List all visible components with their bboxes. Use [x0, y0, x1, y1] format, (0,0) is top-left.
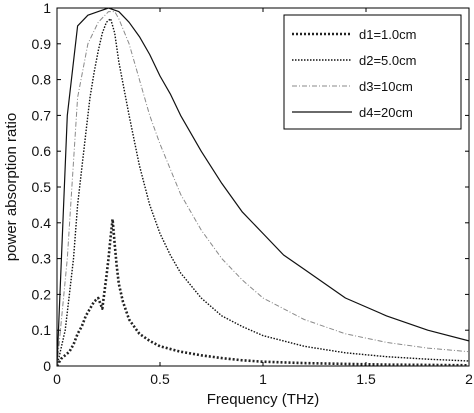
series-line-1 — [57, 217, 469, 366]
y-tick-label: 0.9 — [32, 36, 52, 52]
x-tick-label: 0 — [53, 371, 61, 387]
series-line-4 — [57, 8, 469, 366]
legend: d1=1.0cm d2=5.0cm d3=10cm d4=20cm — [283, 14, 462, 130]
y-tick-label: 0.8 — [32, 72, 52, 88]
x-tick-label: 0.5 — [150, 371, 170, 387]
legend-label-1: d1=1.0cm — [359, 27, 416, 42]
legend-label-4: d4=20cm — [359, 105, 413, 120]
y-axis-label: power absorption ratio — [3, 113, 20, 261]
x-tick-label: 1 — [259, 371, 267, 387]
x-tick-label: 1.5 — [356, 371, 376, 387]
y-tick-label: 0.7 — [32, 107, 52, 123]
y-tick-label: 0.5 — [32, 179, 52, 195]
x-axis-label: Frequency (THz) — [207, 391, 320, 408]
y-tick-label: 0 — [43, 358, 51, 374]
y-tick-label: 1 — [43, 0, 51, 16]
y-axis-ticks: 0 0.1 0.2 0.3 0.4 0.5 0.6 0.7 0.8 0.9 1 — [32, 0, 469, 374]
x-axis-ticks: 0 0.5 1 1.5 2 — [53, 8, 473, 387]
y-tick-label: 0.2 — [32, 286, 52, 302]
series-layer — [57, 8, 469, 366]
y-tick-label: 0.6 — [32, 143, 52, 159]
series-line-2 — [57, 18, 469, 366]
y-tick-label: 0.4 — [32, 215, 52, 231]
y-tick-label: 0.3 — [32, 251, 52, 267]
legend-label-2: d2=5.0cm — [359, 53, 416, 68]
y-tick-label: 0.1 — [32, 322, 52, 338]
legend-label-3: d3=10cm — [359, 79, 413, 94]
x-tick-label: 2 — [465, 371, 473, 387]
